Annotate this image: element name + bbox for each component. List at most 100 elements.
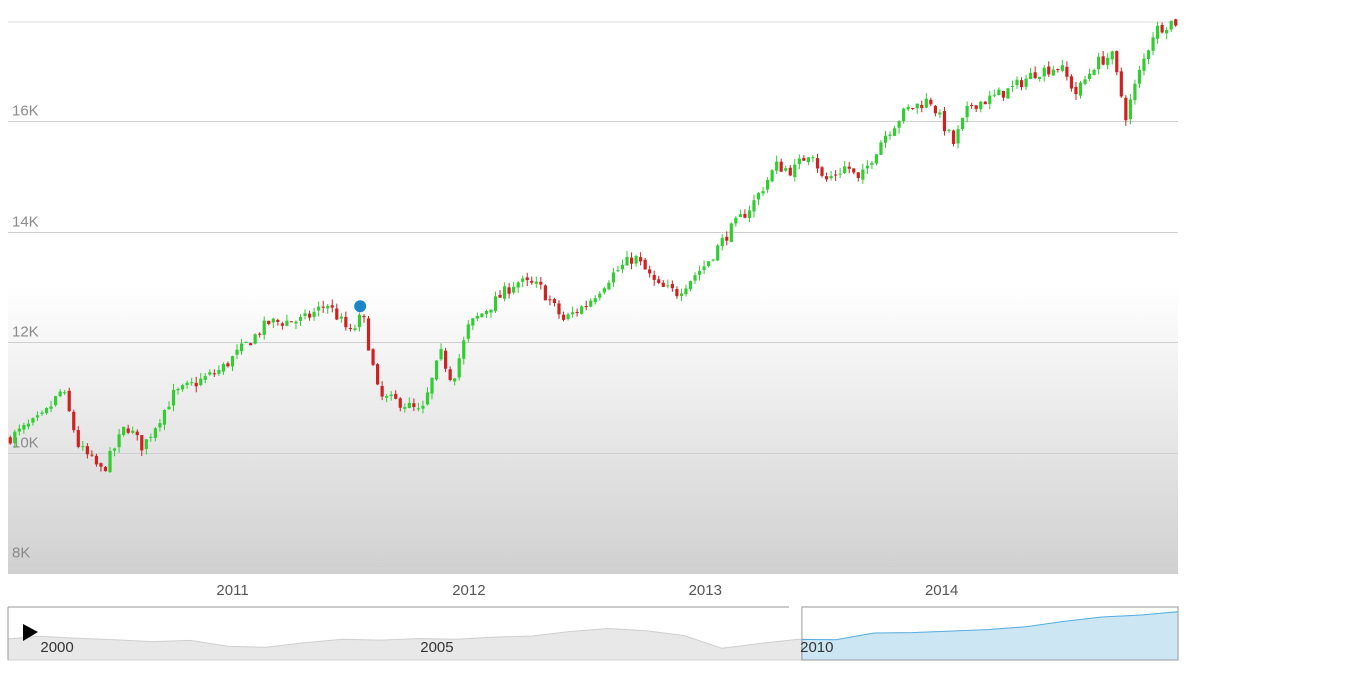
candle-body-up[interactable] <box>870 163 874 165</box>
candle-body-down[interactable] <box>525 277 529 281</box>
candle-body-down[interactable] <box>1174 19 1178 26</box>
candle-body-down[interactable] <box>280 323 284 326</box>
candle-body-up[interactable] <box>516 282 520 288</box>
candle-body-down[interactable] <box>920 104 924 109</box>
candle-body-up[interactable] <box>570 312 575 315</box>
candle-body-down[interactable] <box>802 158 806 161</box>
candle-body-up[interactable] <box>598 293 602 298</box>
candle-body-up[interactable] <box>108 450 112 473</box>
candle-body-down[interactable] <box>99 463 103 467</box>
candle-body-up[interactable] <box>353 328 357 330</box>
candle-body-up[interactable] <box>190 382 194 384</box>
candle-body-down[interactable] <box>575 311 579 313</box>
candle-body-up[interactable] <box>303 313 307 316</box>
candle-body-down[interactable] <box>788 167 792 176</box>
candle-body-up[interactable] <box>1110 51 1114 60</box>
candle-body-up[interactable] <box>1092 69 1096 75</box>
candle-body-up[interactable] <box>298 316 303 321</box>
candle-body-up[interactable] <box>716 245 720 261</box>
candle-body-down[interactable] <box>847 166 851 169</box>
candle-body-up[interactable] <box>1051 69 1055 76</box>
candle-body-up[interactable] <box>697 271 702 275</box>
candle-body-up[interactable] <box>960 117 965 130</box>
candle-body-up[interactable] <box>17 428 21 432</box>
candle-body-up[interactable] <box>888 134 892 136</box>
candle-body-down[interactable] <box>226 363 230 367</box>
candle-body-down[interactable] <box>348 327 352 329</box>
candle-body-up[interactable] <box>811 157 815 159</box>
candle-body-up[interactable] <box>230 356 235 367</box>
candle-body-up[interactable] <box>158 423 162 428</box>
candle-body-down[interactable] <box>375 364 380 385</box>
candle-body-down[interactable] <box>103 466 108 472</box>
candle-body-down[interactable] <box>1160 24 1164 33</box>
candle-body-up[interactable] <box>434 360 439 380</box>
candle-body-down[interactable] <box>1019 80 1024 88</box>
candle-body-up[interactable] <box>31 418 35 423</box>
candle-body-up[interactable] <box>566 314 570 319</box>
play-button[interactable] <box>23 624 38 641</box>
candle-body-down[interactable] <box>1056 69 1060 71</box>
candle-body-down[interactable] <box>1065 66 1069 77</box>
candle-body-down[interactable] <box>1101 56 1105 65</box>
candle-body-up[interactable] <box>883 135 888 143</box>
candle-body-up[interactable] <box>466 324 470 339</box>
candle-body-down[interactable] <box>1074 86 1078 95</box>
candle-body-up[interactable] <box>734 217 738 224</box>
candle-body-up[interactable] <box>357 314 362 328</box>
candle-body-down[interactable] <box>1047 66 1051 75</box>
candle-body-down[interactable] <box>135 431 139 436</box>
candle-body-down[interactable] <box>249 343 253 346</box>
candle-body-up[interactable] <box>784 168 788 171</box>
candle-body-up[interactable] <box>180 385 185 390</box>
candle-body-down[interactable] <box>725 236 729 241</box>
candle-body-up[interactable] <box>1155 25 1160 39</box>
candle-body-down[interactable] <box>1119 71 1123 97</box>
candle-body-down[interactable] <box>507 287 511 294</box>
candle-body-down[interactable] <box>448 369 452 380</box>
candle-body-up[interactable] <box>425 392 430 405</box>
candle-body-up[interactable] <box>167 406 171 410</box>
candle-body-up[interactable] <box>947 129 951 131</box>
candle-body-up[interactable] <box>720 237 724 247</box>
candle-body-down[interactable] <box>76 430 80 447</box>
candle-body-down[interactable] <box>335 308 339 320</box>
candle-body-down[interactable] <box>94 455 99 465</box>
candle-body-down[interactable] <box>380 386 384 397</box>
candle-body-up[interactable] <box>35 415 40 418</box>
candle-body-down[interactable] <box>394 393 398 399</box>
candle-body-down[interactable] <box>779 161 783 172</box>
candle-body-down[interactable] <box>1115 51 1119 73</box>
candle-body-down[interactable] <box>548 299 552 301</box>
candle-body-up[interactable] <box>407 402 411 408</box>
candle-body-up[interactable] <box>607 282 611 290</box>
candle-body-down[interactable] <box>330 305 334 308</box>
candle-body-up[interactable] <box>203 376 207 380</box>
candle-body-up[interactable] <box>738 214 742 218</box>
candle-body-down[interactable] <box>911 107 915 109</box>
candle-body-up[interactable] <box>171 389 176 406</box>
candle-body-up[interactable] <box>729 223 733 243</box>
candle-body-up[interactable] <box>593 298 597 303</box>
candle-body-up[interactable] <box>457 358 461 378</box>
candle-body-up[interactable] <box>897 121 901 128</box>
candle-body-up[interactable] <box>471 318 475 326</box>
candle-body-up[interactable] <box>153 428 157 438</box>
candle-body-up[interactable] <box>1015 79 1019 86</box>
candle-body-up[interactable] <box>244 341 248 343</box>
candle-body-up[interactable] <box>1165 29 1169 34</box>
candle-body-up[interactable] <box>13 431 17 444</box>
candle-body-down[interactable] <box>530 280 534 283</box>
candle-body-down[interactable] <box>371 349 375 365</box>
candle-body-up[interactable] <box>235 349 239 355</box>
candle-body-up[interactable] <box>326 306 330 309</box>
candle-body-up[interactable] <box>221 364 226 372</box>
candle-body-up[interactable] <box>956 129 960 144</box>
candle-body-up[interactable] <box>625 256 629 266</box>
candle-body-up[interactable] <box>684 288 688 295</box>
candle-body-down[interactable] <box>366 318 371 351</box>
candle-body-down[interactable] <box>344 316 348 328</box>
candle-body-down[interactable] <box>90 454 94 456</box>
candle-body-up[interactable] <box>144 439 148 450</box>
candle-body-up[interactable] <box>271 318 275 323</box>
